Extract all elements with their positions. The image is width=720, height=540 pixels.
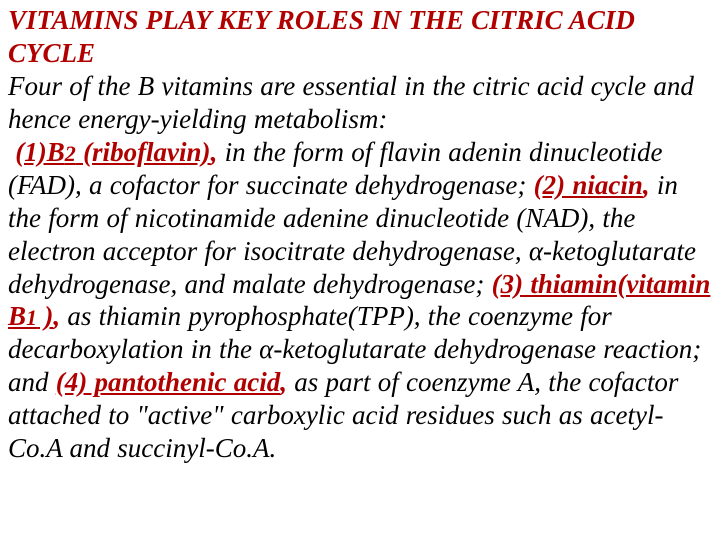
document-body: VITAMINS PLAY KEY ROLES IN THE CITRIC AC… (0, 0, 720, 465)
intro-text: Four of the B vitamins are essential in … (8, 71, 694, 134)
item-4-marker: (4) pantothenic acid (56, 367, 281, 397)
item-4-comma: , (280, 367, 287, 397)
item-2-marker: (2) niacin (534, 170, 643, 200)
title-line-1: VITAMINS PLAY KEY ROLES IN THE CITRIC AC… (8, 5, 635, 35)
title-line-2: CYCLE (8, 38, 95, 68)
item-2-comma: , (643, 170, 650, 200)
item-1-marker: (1)B2 (riboflavin) (15, 137, 210, 167)
body-paragraph: (1)B2 (riboflavin), in the form of flavi… (8, 137, 710, 463)
